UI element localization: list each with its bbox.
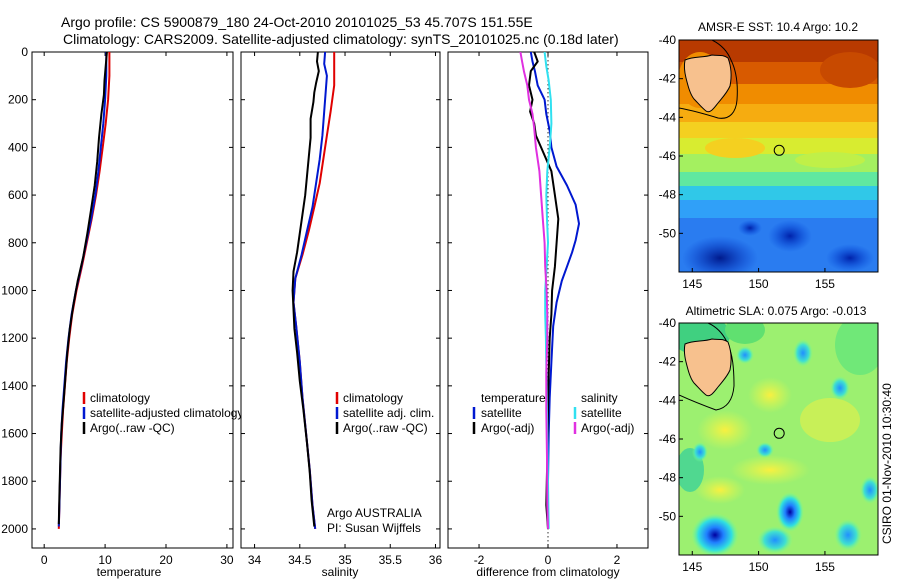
map-x-tick-label: 145 bbox=[682, 277, 702, 291]
y-tick-label: 0 bbox=[21, 45, 28, 59]
y-tick-label: 1000 bbox=[1, 283, 28, 297]
map-x-tick-label: 155 bbox=[815, 277, 835, 291]
difference-xlabel: difference from climatology bbox=[476, 565, 619, 579]
temperature-xlabel: temperature bbox=[97, 565, 162, 579]
temperature-panel: 0 200 400 600 800 1000 1200 1400 1600 1800 2000 0 10… bbox=[1, 45, 243, 579]
sla-tasmania-landmass bbox=[679, 323, 735, 411]
map-y-tick-label: -50 bbox=[659, 226, 677, 240]
x-tick-label: 36 bbox=[429, 553, 443, 567]
y-tick-label: 200 bbox=[8, 93, 28, 107]
map-y-tick-label: -46 bbox=[659, 149, 677, 163]
y-tick-label: 600 bbox=[8, 188, 28, 202]
credit-line1: Argo AUSTRALIA bbox=[327, 506, 422, 520]
series-line bbox=[528, 52, 560, 529]
y-tick-label: 1800 bbox=[1, 474, 28, 488]
legend-label-sal-argo: Argo(-adj) bbox=[581, 421, 634, 435]
legend-label-temp-argo: Argo(-adj) bbox=[481, 421, 534, 435]
x-tick-label: 20 bbox=[159, 553, 173, 567]
figure-title-line1: Argo profile: CS 5900879_180 24-Oct-2010… bbox=[61, 14, 533, 30]
map-y-tick-label: -44 bbox=[659, 110, 677, 124]
x-tick-label: 35 bbox=[338, 553, 352, 567]
difference-legend: temperature salinity satellite Argo(-adj… bbox=[472, 391, 634, 435]
series-line bbox=[57, 52, 108, 525]
temperature-axes-box bbox=[31, 51, 234, 549]
salinity-xlabel: salinity bbox=[322, 565, 359, 579]
side-timestamp-label: CSIRO 01-Nov-2010 10:30:40 bbox=[880, 383, 894, 544]
x-tick-label: 0 bbox=[545, 553, 552, 567]
map-y-tick-label: -42 bbox=[659, 355, 677, 369]
sla-map-panel: Altimetric SLA: 0.075 Argo: -0.013 bbox=[659, 304, 879, 574]
map-y-tick-label: -50 bbox=[659, 509, 677, 523]
map-y-tick-label: -48 bbox=[659, 188, 677, 202]
map-y-tick-label: -48 bbox=[659, 471, 677, 485]
x-tick-label: 35.5 bbox=[379, 553, 403, 567]
y-tick-label: 2000 bbox=[1, 522, 28, 536]
salinity-legend: climatology satellite adj. clim. Argo(..… bbox=[335, 391, 434, 435]
legend-label-satellite-sal: satellite adj. clim. bbox=[343, 406, 434, 420]
sst-map-title: AMSR-E SST: 10.4 Argo: 10.2 bbox=[698, 20, 858, 34]
y-tick-label: 1400 bbox=[1, 379, 28, 393]
sst-tasmania-island bbox=[683, 54, 732, 113]
salinity-panel: 34 34.5 35 35.5 36 salinity climatology sate… bbox=[240, 51, 443, 579]
y-tick-label: 1600 bbox=[1, 427, 28, 441]
sla-argo-marker bbox=[773, 427, 785, 439]
x-tick-label: 2 bbox=[614, 553, 621, 567]
credit-line2: PI: Susan Wijffels bbox=[327, 521, 421, 535]
map-x-tick-label: 145 bbox=[682, 560, 702, 574]
map-x-tick-label: 150 bbox=[749, 560, 769, 574]
y-tick-label: 1200 bbox=[1, 331, 28, 345]
legend-header-salinity: salinity bbox=[581, 391, 618, 405]
map-y-tick-label: -42 bbox=[659, 72, 677, 86]
temperature-legend: climatology satellite-adjusted climatolo… bbox=[82, 391, 243, 435]
legend-header-temperature: temperature bbox=[481, 391, 546, 405]
x-tick-label: -2 bbox=[474, 553, 485, 567]
map-x-tick-label: 150 bbox=[749, 277, 769, 291]
map-y-tick-label: -44 bbox=[659, 393, 677, 407]
legend-label-climatology: climatology bbox=[90, 391, 150, 405]
x-tick-label: 34 bbox=[248, 553, 262, 567]
salinity-axes-box bbox=[240, 51, 441, 549]
y-tick-label: 800 bbox=[8, 236, 28, 250]
x-tick-label: 30 bbox=[220, 553, 234, 567]
series-line bbox=[519, 52, 549, 529]
legend-label-temp-satellite: satellite bbox=[481, 406, 522, 420]
figure-title-line2: Climatology: CARS2009. Satellite-adjuste… bbox=[63, 31, 619, 47]
map-x-tick-label: 155 bbox=[815, 560, 835, 574]
sla-heatmap bbox=[679, 323, 878, 555]
legend-label-sal-satellite: satellite bbox=[581, 406, 622, 420]
sla-tasmania-island bbox=[683, 338, 732, 397]
x-tick-label: 34.5 bbox=[288, 553, 312, 567]
legend-label-satellite: satellite-adjusted climatology bbox=[90, 406, 243, 420]
sst-map-panel: AMSR-E SST: 10.4 Argo: 10.2 bbox=[659, 20, 879, 291]
sla-map-title: Altimetric SLA: 0.075 Argo: -0.013 bbox=[686, 304, 867, 318]
legend-label-argo: Argo(..raw -QC) bbox=[90, 421, 175, 435]
y-tick-label: 400 bbox=[8, 140, 28, 154]
map-y-tick-label: -40 bbox=[659, 316, 677, 330]
legend-label-climatology-sal: climatology bbox=[343, 391, 403, 405]
legend-label-argo-sal: Argo(..raw -QC) bbox=[343, 421, 428, 435]
map-y-tick-label: -40 bbox=[659, 33, 677, 47]
x-tick-label: 10 bbox=[98, 553, 112, 567]
series-line bbox=[291, 52, 320, 527]
map-y-tick-label: -46 bbox=[659, 432, 677, 446]
difference-panel: -2 0 2 difference from climatology tempera… bbox=[447, 51, 649, 579]
sst-heatmap bbox=[679, 40, 878, 272]
series-line bbox=[529, 52, 580, 529]
x-tick-label: 0 bbox=[41, 553, 48, 567]
sst-argo-marker bbox=[773, 144, 785, 156]
sst-tasmania-landmass bbox=[679, 40, 738, 119]
